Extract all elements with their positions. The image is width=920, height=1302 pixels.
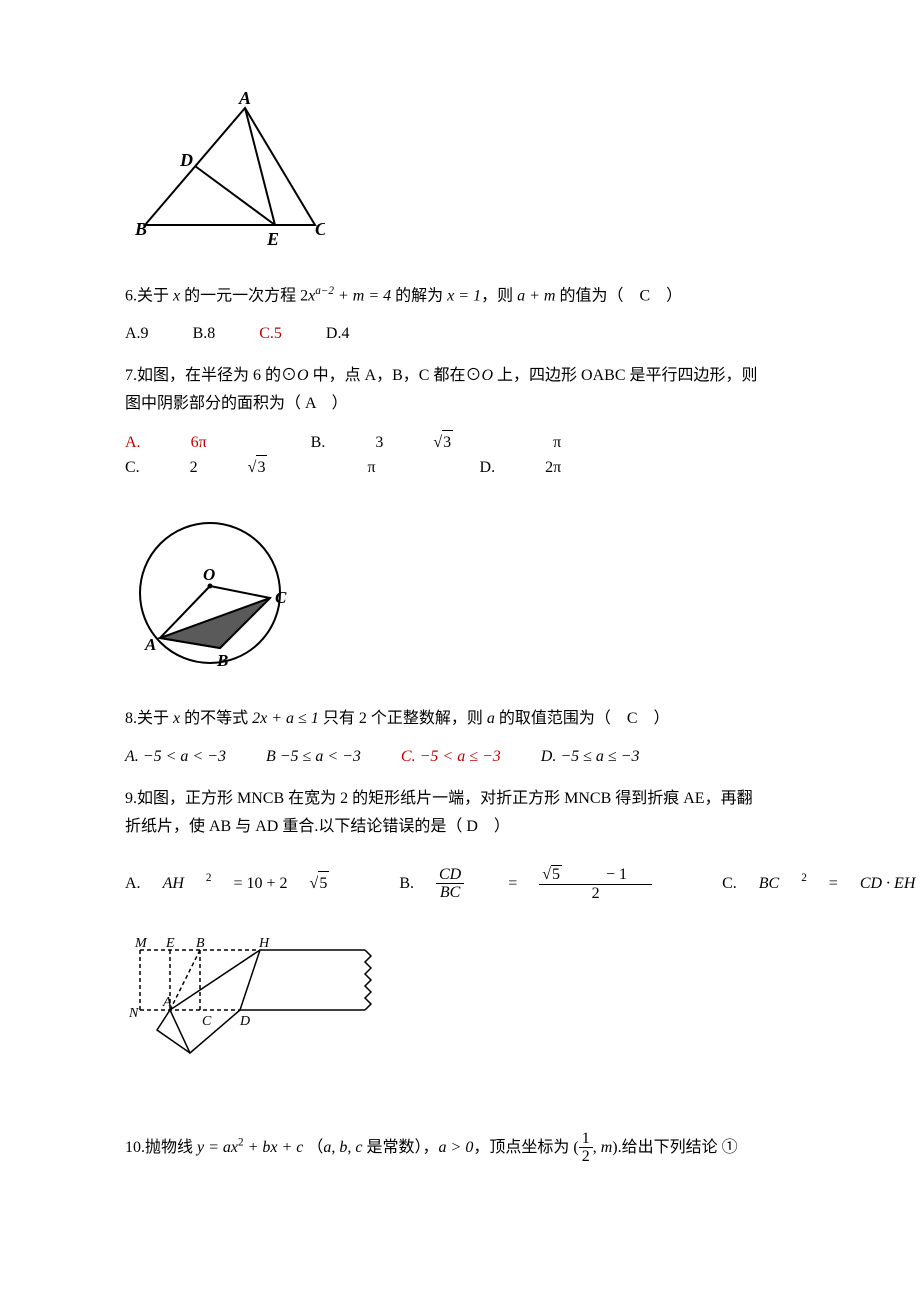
q6-opt-a: A.9	[125, 322, 149, 346]
q9-opt-c: C. BC2 = CD · EH	[722, 870, 920, 895]
svg-text:B: B	[196, 936, 205, 951]
q6-opt-b: B.8	[193, 322, 216, 346]
q10-prompt: 10.抛物线 y = ax2 + bx + c （a, b, c 是常数），a …	[125, 1130, 810, 1166]
svg-text:C: C	[202, 1014, 212, 1029]
figure-q5-triangle: A B C D E	[125, 90, 325, 255]
svg-text:D: D	[179, 150, 193, 170]
svg-text:D: D	[239, 1014, 250, 1029]
q7-prompt-line1: 7.如图，在半径为 6 的⊙O 中，点 A，B，C 都在⊙O 上，四边形 OAB…	[125, 364, 810, 388]
svg-text:H: H	[258, 936, 270, 951]
svg-text:M: M	[134, 936, 148, 951]
figure-q7-circle: O A B C	[125, 508, 295, 683]
svg-text:B: B	[134, 219, 147, 239]
q7-opt-b: B.33 π	[311, 430, 612, 455]
q7-options: A.6π B.33 π C.23 π D.2π	[125, 430, 810, 480]
q9-prompt-line2: 折纸片，使 AB 与 AD 重合.以下结论错误的是（ D ）	[125, 815, 810, 839]
q8-opt-b: B −5 ≤ a < −3	[266, 745, 379, 769]
q7-opt-a: A.6π	[125, 431, 257, 455]
q7-opt-c: C.23 π	[125, 455, 426, 480]
q9-opt-b: B. CDBC = 5 − 12	[399, 865, 696, 902]
q6-options: A.9 B.8 C.5 D.4	[125, 322, 810, 346]
svg-text:E: E	[266, 229, 279, 249]
q8-opt-a: A. −5 < a < −3	[125, 745, 244, 769]
svg-text:A: A	[162, 995, 172, 1010]
q8-opt-d: D. −5 ≤ a ≤ −3	[541, 745, 658, 769]
figure-q9-fold: M E B H N A C D	[125, 935, 380, 1070]
q7-prompt-line2: 图中阴影部分的面积为（ A ）	[125, 392, 810, 416]
q6-prompt: 6.关于 x 的一元一次方程 2xa−2 + m = 4 的解为 x = 1，则…	[125, 283, 810, 308]
svg-text:N: N	[128, 1006, 139, 1021]
svg-text:B: B	[216, 651, 228, 670]
q6-opt-d: D.4	[326, 322, 350, 346]
svg-text:A: A	[238, 90, 251, 108]
q9-prompt-line1: 9.如图，正方形 MNCB 在宽为 2 的矩形纸片一端，对折正方形 MNCB 得…	[125, 787, 810, 811]
svg-text:A: A	[144, 635, 156, 654]
q7-opt-d: D.2π	[480, 456, 612, 480]
svg-text:C: C	[315, 219, 325, 239]
svg-text:O: O	[203, 565, 215, 584]
q8-prompt: 8.关于 x 的不等式 2x + a ≤ 1 只有 2 个正整数解，则 a 的取…	[125, 707, 810, 731]
q6-opt-c: C.5	[259, 322, 282, 346]
q8-opt-c: C. −5 < a ≤ −3	[401, 745, 519, 769]
q9-opt-a: A. AH2 = 10 + 25	[125, 870, 373, 895]
svg-text:C: C	[275, 588, 287, 607]
q8-options: A. −5 < a < −3 B −5 ≤ a < −3 C. −5 < a ≤…	[125, 745, 810, 769]
q9-options: A. AH2 = 10 + 25 B. CDBC = 5 − 12 C. BC2…	[125, 865, 810, 902]
svg-text:E: E	[165, 936, 175, 951]
